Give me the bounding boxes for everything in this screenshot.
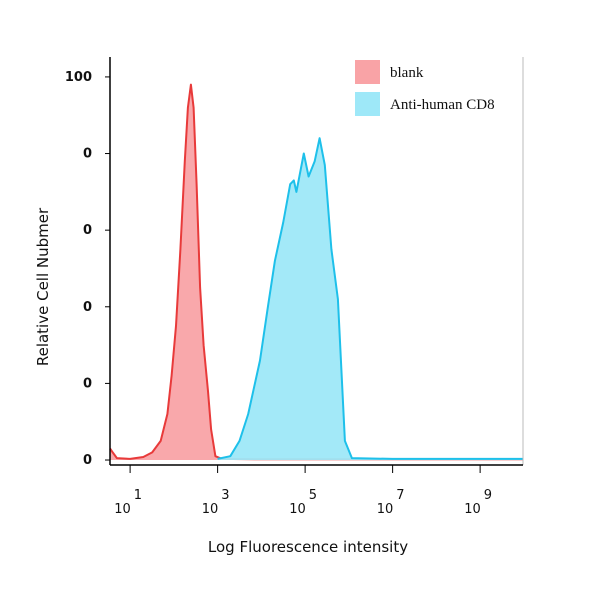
legend-swatch (355, 92, 380, 116)
legend-label: Anti-human CD8 (390, 97, 495, 113)
x-tick-base: 10 (202, 502, 219, 517)
x-tick-exponent: 5 (309, 488, 317, 503)
x-tick-label: 109 (464, 488, 492, 517)
x-tick-base: 10 (114, 502, 131, 517)
y-tick-label: 0 (83, 453, 92, 468)
legend-swatch (355, 60, 380, 84)
x-tick-base: 10 (377, 502, 394, 517)
x-tick-label: 103 (202, 488, 230, 517)
series-area (217, 138, 523, 461)
series-line (109, 83, 523, 461)
x-tick-exponent: 9 (484, 488, 492, 503)
y-tick-label: 100 (65, 70, 92, 85)
x-tick-label: 105 (289, 488, 317, 517)
series-area (110, 84, 523, 461)
x-axis-label: Log Fluorescence intensity (208, 538, 408, 556)
x-tick-base: 10 (289, 502, 306, 517)
x-tick-exponent: 3 (221, 488, 229, 503)
y-tick-label: 0 (83, 223, 92, 238)
series-line (217, 137, 523, 460)
y-tick-label: 0 (83, 147, 92, 162)
x-tick-label: 101 (114, 488, 142, 517)
x-tick-exponent: 1 (134, 488, 142, 503)
legend-label: blank (390, 65, 424, 81)
y-axis-label: Relative Cell Nubmer (34, 207, 52, 366)
x-tick-base: 10 (464, 502, 481, 517)
x-tick-exponent: 7 (396, 488, 404, 503)
x-tick-label: 107 (377, 488, 405, 517)
y-tick-label: 0 (83, 300, 92, 315)
y-tick-label: 0 (83, 376, 92, 391)
